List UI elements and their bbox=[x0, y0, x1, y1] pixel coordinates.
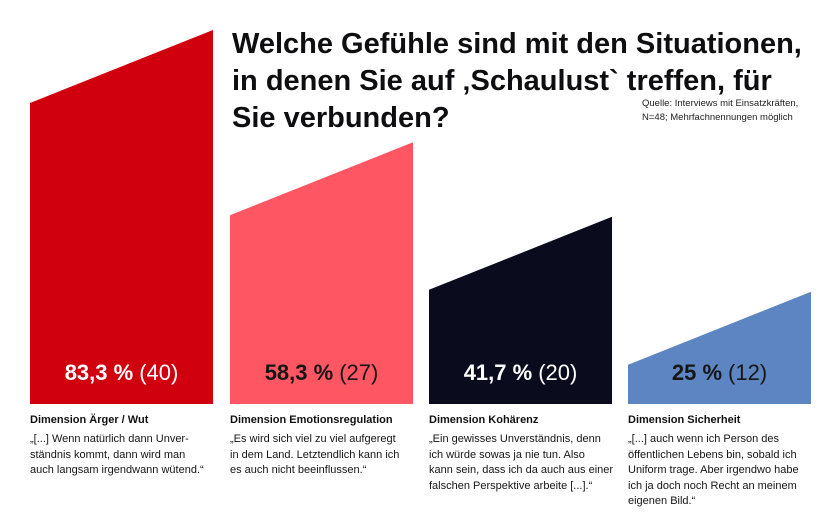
quote-line: öffentlichen Lebens bin, sobald ich bbox=[628, 448, 797, 461]
value-label-security: 25 % (12) bbox=[628, 360, 811, 386]
category-label-security: Dimension Sicherheit bbox=[628, 414, 741, 426]
bar-anger bbox=[30, 30, 213, 404]
quote-line: „[...] auch wenn ich Person des bbox=[628, 433, 780, 445]
quote-security: „[...] auch wenn ich Person des öffentli… bbox=[628, 432, 799, 510]
quote-emotion-regulation: „Es wird sich viel zu viel aufgeregt in … bbox=[230, 432, 399, 479]
bar-security bbox=[628, 291, 811, 404]
quote-line: ständnis kommt, dann wird man bbox=[30, 448, 186, 461]
bar-coherence bbox=[429, 216, 612, 404]
percent-label: 58,3 % bbox=[264, 360, 334, 385]
percent-label: 83,3 % bbox=[64, 360, 134, 385]
value-label-emotion-regulation: 58,3 % (27) bbox=[230, 360, 413, 386]
quote-anger: „[...] Wenn natürlich dann Unver- ständn… bbox=[30, 432, 204, 479]
quote-line: Uniform trage. Aber irgendwo habe bbox=[628, 464, 799, 476]
value-label-anger: 83,3 % (40) bbox=[30, 360, 213, 386]
quote-line: falschen Perspektive arbeite [...].“ bbox=[429, 479, 593, 492]
source-note: Quelle: Interviews mit Einsatzkräften, N… bbox=[642, 97, 798, 125]
count-label: (12) bbox=[728, 360, 768, 385]
quote-coherence: „Ein gewisses Unverständnis, denn ich wü… bbox=[429, 432, 613, 494]
chart-title: Welche Gefühle sind mit den Situationen,… bbox=[232, 26, 802, 137]
quote-line: in dem Land. Letztendlich kann ich bbox=[230, 448, 400, 461]
category-label-emotion-regulation: Dimension Emotionsregulation bbox=[230, 414, 393, 426]
quote-line: auch langsam irgendwann wütend.“ bbox=[30, 464, 204, 476]
category-label-coherence: Dimension Kohärenz bbox=[429, 414, 539, 426]
quote-line: „Ein gewisses Unverständnis, denn bbox=[429, 433, 601, 445]
title-line: Welche Gefühle sind mit den Situationen, bbox=[232, 28, 802, 60]
title-line: Sie verbunden? bbox=[232, 102, 450, 134]
bar-emotion-regulation bbox=[230, 142, 413, 404]
source-line: Quelle: Interviews mit Einsatzkräften, bbox=[642, 98, 799, 109]
value-label-coherence: 41,7 % (20) bbox=[429, 360, 612, 386]
quote-line: „[...] Wenn natürlich dann Unver- bbox=[30, 433, 189, 445]
category-label-anger: Dimension Ärger / Wut bbox=[30, 414, 149, 426]
quote-line: es auch nicht beeinflussen.“ bbox=[230, 464, 367, 476]
count-label: (20) bbox=[538, 360, 578, 385]
source-line: N=48; Mehrfachnennungen möglich bbox=[642, 112, 793, 123]
count-label: (40) bbox=[139, 360, 179, 385]
quote-line: „Es wird sich viel zu viel aufgeregt bbox=[230, 433, 396, 445]
quote-line: kann sein, dass ich da auch aus einer bbox=[429, 464, 614, 476]
percent-label: 41,7 % bbox=[463, 360, 533, 385]
count-label: (27) bbox=[339, 360, 379, 385]
quote-line: eigenen Bild.“ bbox=[628, 495, 696, 507]
quote-line: ich würde sowas ja nie tun. Also bbox=[429, 448, 585, 461]
title-line: in denen Sie auf ‚Schaulust` treffen, fü… bbox=[232, 65, 772, 97]
percent-label: 25 % bbox=[671, 360, 723, 385]
quote-line: ich ja doch noch Recht an meinem bbox=[628, 479, 797, 492]
